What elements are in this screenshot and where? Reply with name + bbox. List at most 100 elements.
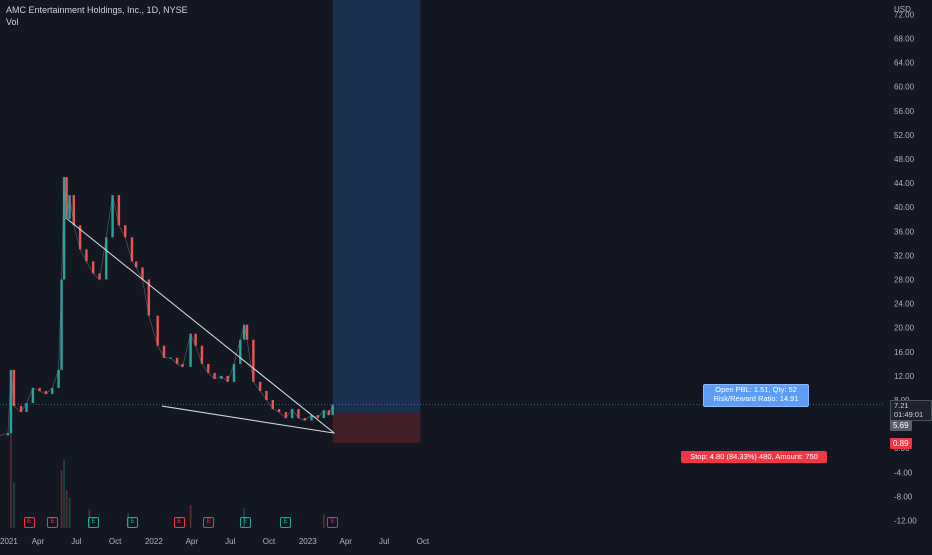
price-line: [0, 177, 333, 436]
profit-zone: [332, 0, 421, 414]
earnings-marker[interactable]: E: [280, 517, 291, 528]
price-candle: [85, 249, 88, 262]
volume-label[interactable]: Vol: [6, 17, 19, 27]
open-price-tag: 5.69: [890, 420, 912, 431]
loss-zone: [332, 413, 421, 443]
y-tick-label: 28.00: [894, 276, 915, 285]
price-candle: [156, 315, 159, 346]
y-tick-label: 32.00: [894, 251, 915, 260]
earnings-marker[interactable]: E: [23, 517, 35, 528]
y-tick-label: 56.00: [894, 107, 915, 116]
x-tick-label: Oct: [417, 537, 430, 546]
price-candle: [316, 415, 320, 419]
volume-bar: [322, 514, 325, 528]
price-candle: [322, 410, 325, 419]
earnings-marker[interactable]: E: [126, 517, 138, 528]
price-candle: [65, 177, 68, 220]
price-candle: [44, 390, 48, 394]
y-tick-label: -12.00: [894, 517, 917, 526]
price-candle: [213, 372, 216, 379]
price-candle: [78, 225, 82, 250]
price-candle: [105, 237, 108, 280]
price-candle: [242, 324, 246, 340]
volume-bar: [63, 459, 65, 528]
stop-info-box[interactable]: Stop: 4.80 (84.33%) 480, Amount: 750: [681, 451, 827, 463]
price-candle: [175, 357, 179, 364]
y-tick-label: 44.00: [894, 179, 915, 188]
price-candle: [284, 412, 288, 419]
earnings-marker[interactable]: E: [47, 517, 59, 528]
volume-bar: [13, 482, 15, 528]
risk-reward-label: Risk/Reward Ratio: 14.91: [713, 394, 799, 403]
price-candle: [117, 195, 121, 226]
earnings-marker[interactable]: E: [239, 517, 251, 528]
x-tick-label: Apr: [339, 537, 352, 546]
x-tick-label: Jul: [71, 537, 81, 546]
price-candle: [331, 404, 334, 416]
y-tick-label: 64.00: [894, 59, 915, 68]
price-candle: [19, 406, 23, 413]
currency-label: USD: [894, 5, 911, 14]
price-candle: [265, 390, 268, 400]
price-candle: [60, 279, 63, 370]
price-candle: [258, 381, 262, 391]
price-candle: [277, 409, 281, 413]
price-candle: [271, 400, 274, 410]
position-info-box[interactable]: Open PBL: 1.51, Qty: 52 Risk/Reward Rati…: [703, 384, 809, 407]
price-candle: [303, 418, 307, 421]
price-candle: [57, 369, 60, 388]
y-tick-label: 52.00: [894, 131, 915, 140]
price-candle: [62, 177, 66, 280]
x-tick-label: Oct: [109, 537, 122, 546]
earnings-marker[interactable]: E: [88, 517, 100, 528]
price-candle: [207, 363, 210, 373]
trendline-upper: [67, 218, 335, 434]
price-candle: [134, 261, 138, 268]
price-candle: [310, 415, 313, 421]
x-tick-label: Jul: [379, 537, 389, 546]
price-candle: [91, 261, 95, 274]
price-candle: [147, 279, 151, 316]
price-candle: [130, 237, 134, 262]
price-candle: [226, 375, 229, 382]
y-tick-label: 24.00: [894, 300, 915, 309]
x-tick-label: Apr: [186, 537, 199, 546]
stop-price-tag: 0.89: [890, 438, 912, 449]
price-candle: [141, 267, 144, 280]
symbol-title[interactable]: AMC Entertainment Holdings, Inc., 1D, NY…: [6, 5, 188, 15]
earnings-marker[interactable]: E: [203, 517, 215, 528]
earnings-marker[interactable]: E: [327, 517, 339, 528]
y-tick-label: 12.00: [894, 372, 915, 381]
price-candle: [38, 387, 41, 391]
y-tick-label: 16.00: [894, 348, 915, 357]
price-candle: [232, 363, 236, 382]
price-candle: [162, 345, 166, 358]
price-candle: [189, 333, 192, 367]
volume-bar: [65, 490, 68, 528]
trendline-lower: [161, 405, 335, 434]
x-tick-label: Oct: [263, 537, 276, 546]
price-candle: [245, 324, 249, 340]
x-tick-label: 2021: [0, 537, 18, 546]
price-candle: [6, 433, 10, 436]
bar-countdown: 01:49:01: [894, 410, 924, 419]
position-open-label: Open PBL: 1.51, Qty: 52: [715, 385, 797, 394]
y-tick-label: 68.00: [894, 35, 915, 44]
price-candle: [297, 409, 300, 419]
price-candle: [98, 273, 101, 280]
y-tick-label: -4.00: [894, 468, 913, 477]
price-candle: [200, 345, 204, 364]
price-candle: [31, 387, 35, 404]
y-tick-label: 36.00: [894, 227, 915, 236]
volume-bar: [243, 508, 245, 528]
y-tick-label: 40.00: [894, 203, 915, 212]
price-candle: [290, 409, 294, 419]
chart-legend: AMC Entertainment Holdings, Inc., 1D, NY…: [6, 4, 188, 28]
earnings-marker[interactable]: E: [173, 517, 185, 528]
last-price-tag: 7.21 01:49:01: [890, 400, 932, 421]
volume-bar: [68, 497, 71, 528]
price-candle: [72, 195, 75, 226]
x-tick-label: 2023: [299, 537, 317, 546]
